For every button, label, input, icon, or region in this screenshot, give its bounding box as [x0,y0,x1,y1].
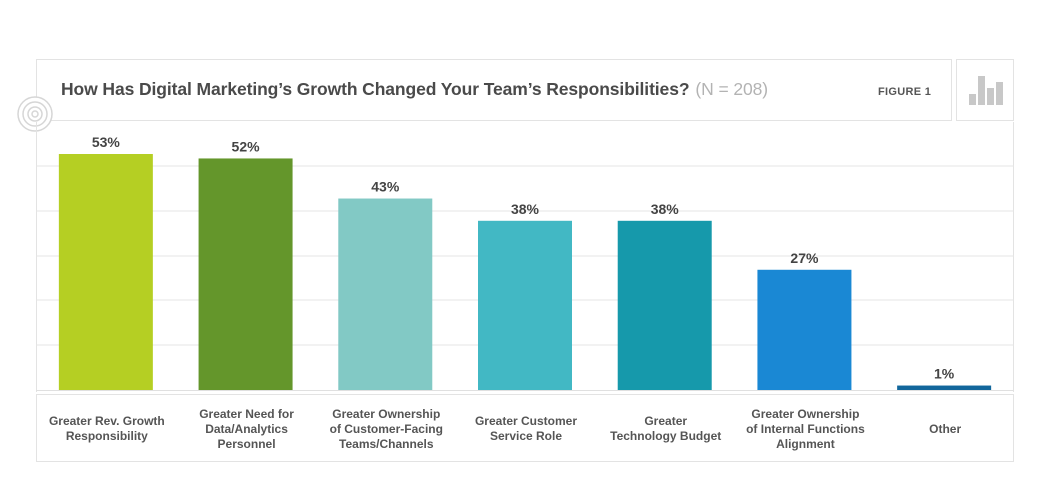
bar-chart-icon [956,59,1014,121]
bar [58,154,153,390]
data-label: 43% [371,179,400,195]
category-label: Greater Rev. Growth Responsibility [48,414,165,443]
data-label: 52% [232,138,261,154]
bar [338,198,433,390]
bar [478,220,572,390]
bar [757,269,852,390]
category-label: Greater Need for Data/Analytics Personnel [199,406,294,451]
figure-label: FIGURE 1 [878,86,932,98]
category-labels-row: Greater Rev. Growth Responsibility Greater… [36,394,1014,462]
chart-header [36,59,952,121]
bar [198,158,293,390]
data-label: 53% [92,134,121,150]
concentric-circles-icon [16,95,54,133]
data-label: 1% [934,366,955,382]
data-label: 27% [790,250,819,266]
bar [897,385,992,390]
chart-title: How Has Digital Marketing’s Growth Chang… [61,79,768,99]
category-label: Greater Customer Service Role [474,414,578,443]
data-label: 38% [651,201,680,217]
chart-area [36,122,1014,392]
data-label: 38% [511,201,540,217]
category-label: Other [929,421,962,436]
bar [617,220,712,390]
category-label: Greater Ownership of Internal Functions Al… [746,406,865,451]
category-label: Greater Technology Budget [610,414,722,443]
chart-subtitle: (N = 208) [695,79,768,99]
category-label: Greater Ownership of Customer-Facing Teams… [329,406,443,451]
